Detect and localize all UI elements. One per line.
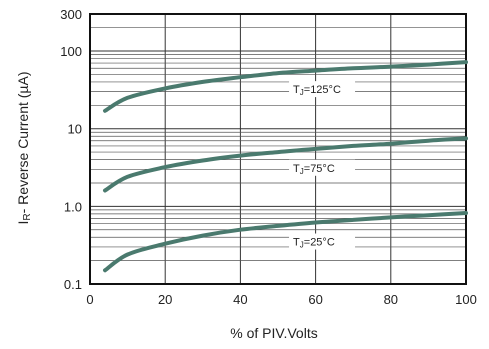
x-tick-label: 80 <box>384 292 398 307</box>
y-axis-title-sub: R <box>22 213 33 220</box>
curve-label-background <box>289 81 356 98</box>
series-line <box>103 60 468 113</box>
curve-label-background <box>289 233 356 250</box>
curve-labels: TJ=125°C TJ=75°C TJ=25°C <box>289 81 356 250</box>
curve-label: TJ=25°C <box>293 237 335 250</box>
y-tick-label: 1.0 <box>64 199 82 214</box>
x-axis-title: % of PIV.Volts <box>230 325 317 341</box>
y-tick-label: 0.1 <box>64 277 82 292</box>
series-line <box>103 211 468 273</box>
x-tick-label: 60 <box>308 292 322 307</box>
y-tick-label: 10 <box>68 122 82 137</box>
y-axis-title-rest: - Reverse Current (µA) <box>15 72 31 214</box>
y-tick-label: 300 <box>60 7 82 22</box>
tick-labels: 0 20 40 60 80 100 0.1 1.0 10 100 300 <box>60 7 477 307</box>
curve-label: TJ=75°C <box>293 163 335 176</box>
series-line <box>103 136 468 193</box>
y-axis-title: IR- Reverse Current (µA) <box>15 72 33 225</box>
x-tick-label: 20 <box>158 292 172 307</box>
y-axis-title-main: I <box>15 221 31 225</box>
x-tick-label: 100 <box>455 292 477 307</box>
x-tick-label: 40 <box>233 292 247 307</box>
curve-label: TJ=125°C <box>293 84 341 97</box>
x-tick-label: 0 <box>86 292 93 307</box>
series-layer <box>103 60 468 273</box>
curve-label-background <box>289 159 356 176</box>
y-tick-label: 100 <box>60 44 82 59</box>
grid <box>90 14 466 284</box>
plot-frame <box>89 13 467 285</box>
